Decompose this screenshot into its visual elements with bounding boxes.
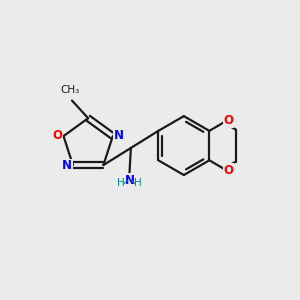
Text: O: O	[224, 164, 234, 177]
Text: N: N	[114, 129, 124, 142]
Text: O: O	[52, 129, 62, 142]
Text: O: O	[224, 114, 234, 127]
Text: CH₃: CH₃	[61, 85, 80, 95]
Text: N: N	[62, 159, 72, 172]
Text: N: N	[124, 174, 134, 187]
Text: H: H	[134, 178, 142, 188]
Text: H: H	[117, 178, 125, 188]
